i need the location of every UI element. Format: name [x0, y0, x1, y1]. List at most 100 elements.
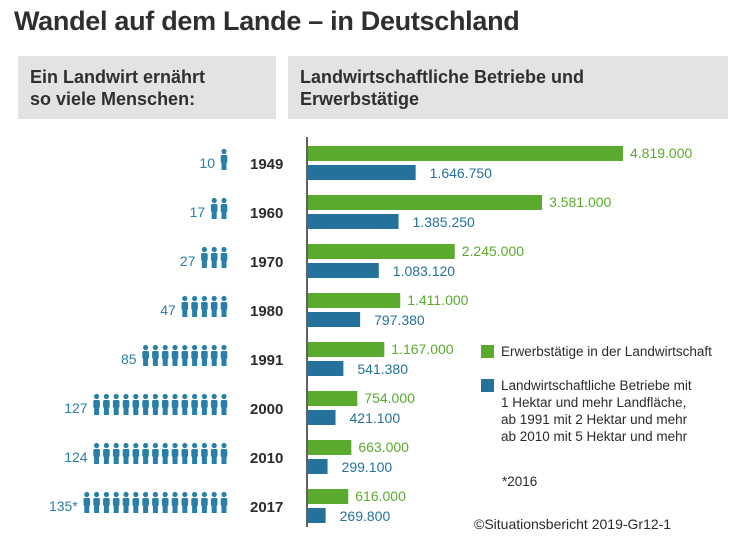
people-count-label: 47 [160, 302, 176, 318]
legend-green-label: Erwerbstätige in der Landwirtschaft [501, 344, 712, 359]
person-icon [220, 491, 228, 513]
person-icon [220, 344, 228, 366]
bar-label-betriebe: 269.800 [340, 508, 391, 524]
person-icon [161, 442, 169, 464]
person-icon [181, 393, 189, 415]
person-icon [181, 295, 189, 317]
bar-erwerbstaetige [308, 195, 543, 210]
person-icon [201, 442, 208, 464]
bar-betriebe [308, 312, 361, 327]
legend-blue-line3: ab 1991 mit 2 Hektar und mehr [501, 412, 688, 427]
bar-chart-header-line1: Landwirtschaftliche Betriebe und [300, 67, 585, 87]
bar-label-erwerbstaetige: 4.819.000 [630, 145, 692, 161]
person-icon [112, 442, 120, 464]
bar-label-erwerbstaetige: 754.000 [364, 390, 415, 406]
bar-erwerbstaetige [308, 342, 385, 357]
bar-label-betriebe: 797.380 [374, 312, 425, 328]
person-icon [122, 393, 130, 415]
person-icon [103, 491, 110, 513]
legend-blue-line4: ab 2010 mit 5 Hektar und mehr [501, 429, 688, 444]
legend-blue-line1: Landwirtschaftliche Betriebe mit [501, 378, 692, 393]
person-icon [191, 442, 198, 464]
person-icon [161, 491, 169, 513]
bar-betriebe [308, 508, 326, 523]
person-icon [132, 393, 140, 415]
person-icon [152, 491, 159, 513]
person-icon [103, 442, 110, 464]
person-icon [201, 344, 208, 366]
bar-erwerbstaetige [308, 489, 349, 504]
person-icon [210, 197, 218, 219]
bar-label-betriebe: 421.100 [350, 410, 401, 426]
person-icon [210, 442, 218, 464]
person-icon [201, 491, 208, 513]
person-icon [181, 491, 189, 513]
bar-erwerbstaetige [308, 440, 352, 455]
person-icon [181, 344, 189, 366]
bar-betriebe [308, 214, 399, 229]
bar-label-erwerbstaetige: 1.167.000 [391, 341, 453, 357]
person-icon [83, 491, 91, 513]
person-icon [161, 344, 169, 366]
person-icon [122, 442, 130, 464]
person-icon [191, 393, 198, 415]
bar-betriebe [308, 361, 344, 376]
legend-blue-label: Landwirtschaftliche Betriebe mit 1 Hekta… [501, 377, 692, 445]
bar-erwerbstaetige [308, 293, 401, 308]
person-icon [93, 491, 100, 513]
legend-blue-swatch [481, 379, 494, 392]
person-icon [132, 442, 140, 464]
year-label: 1960 [250, 205, 283, 222]
year-label: 2000 [250, 401, 283, 418]
legend-green: Erwerbstätige in der Landwirtschaft [481, 343, 741, 361]
bar-label-betriebe: 1.646.750 [430, 165, 492, 181]
year-label: 1980 [250, 303, 283, 320]
people-count-label: 17 [190, 204, 206, 220]
people-count-label: 124 [64, 449, 88, 465]
person-icon [181, 442, 189, 464]
page-title: Wandel auf dem Lande – in Deutschland [14, 6, 520, 36]
person-icon [171, 442, 179, 464]
bar-label-erwerbstaetige: 616.000 [355, 488, 406, 504]
bar-erwerbstaetige [308, 244, 455, 259]
bar-label-betriebe: 541.380 [357, 361, 408, 377]
person-icon [103, 393, 110, 415]
people-count-label: 10 [199, 155, 215, 171]
person-icon [210, 491, 218, 513]
person-icon [210, 344, 218, 366]
person-icon [142, 442, 149, 464]
person-icon [210, 246, 218, 268]
person-icon [132, 491, 140, 513]
legend-blue-line2: 1 Hektar und mehr Landfläche, [501, 395, 687, 410]
person-icon [112, 491, 120, 513]
bar-label-betriebe: 1.083.120 [393, 263, 455, 279]
bar-erwerbstaetige [308, 146, 623, 161]
year-label: 1970 [250, 254, 283, 271]
source-credit: ©Situationsbericht 2019-Gr12-1 [474, 516, 672, 532]
legend-green-swatch [481, 345, 494, 358]
person-icon [201, 295, 208, 317]
person-icon [142, 491, 149, 513]
person-icon [220, 246, 228, 268]
people-fed-header: Ein Landwirt ernährt so viele Menschen: [18, 56, 276, 119]
person-icon [171, 393, 179, 415]
bar-betriebe [308, 165, 416, 180]
person-icon [191, 344, 198, 366]
people-count-label: 85 [121, 351, 137, 367]
bar-chart-header: Landwirtschaftliche Betriebe und Erwerbs… [288, 56, 728, 119]
person-icon [142, 393, 149, 415]
year-label: 2017 [250, 499, 283, 516]
bar-label-erwerbstaetige: 3.581.000 [549, 194, 611, 210]
person-icon [152, 393, 159, 415]
bar-label-erwerbstaetige: 2.245.000 [462, 243, 524, 259]
year-label: 1949 [250, 156, 283, 173]
footnote: *2016 [502, 474, 538, 489]
bar-label-erwerbstaetige: 663.000 [358, 439, 409, 455]
legend-blue: Landwirtschaftliche Betriebe mit 1 Hekta… [481, 377, 741, 449]
person-icon [220, 442, 228, 464]
year-label: 1991 [250, 352, 283, 369]
people-fed-header-line1: Ein Landwirt ernährt [30, 67, 206, 87]
people-count-label: 127 [64, 400, 88, 416]
year-label: 2010 [250, 450, 283, 467]
